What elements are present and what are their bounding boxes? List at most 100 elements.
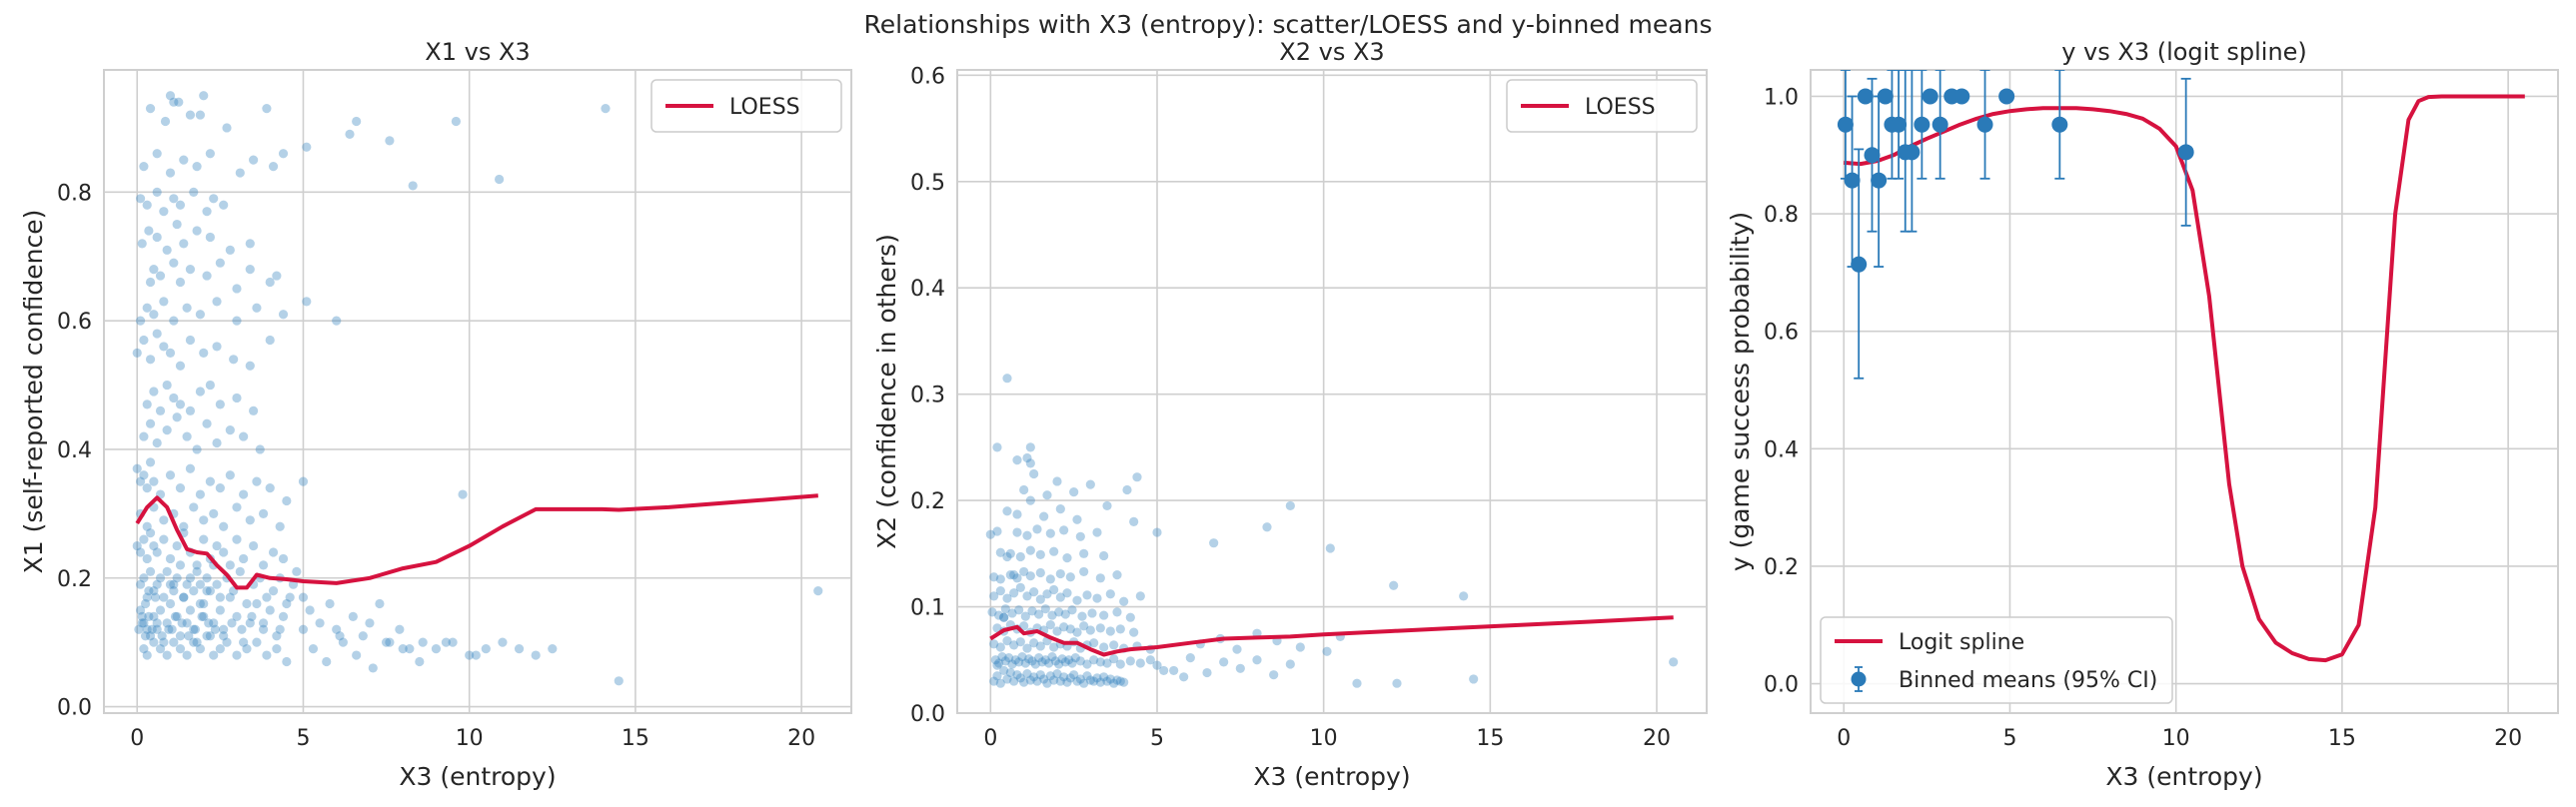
- scatter-point: [1085, 625, 1095, 635]
- scatter-point: [140, 631, 151, 641]
- scatter-point: [282, 495, 292, 506]
- scatter-point: [1015, 551, 1025, 562]
- legend-box: [1820, 616, 2173, 704]
- scatter-point: [265, 483, 275, 493]
- binned-mean-point: [2177, 144, 2194, 161]
- scatter-point: [1079, 621, 1089, 631]
- scatter-point: [1060, 609, 1070, 619]
- scatter-point: [1102, 500, 1112, 511]
- scatter-point: [1072, 514, 1082, 524]
- scatter-point: [1004, 653, 1014, 663]
- scatter-point: [1075, 656, 1085, 666]
- loess-line: [135, 493, 818, 590]
- scatter-point: [1099, 550, 1109, 561]
- binned-mean-point: [1837, 116, 1854, 133]
- scatter-point: [134, 624, 144, 634]
- scatter-point: [252, 598, 262, 609]
- y-tick-label: 0.2: [1764, 555, 1799, 580]
- scatter-point: [1025, 675, 1035, 685]
- scatter-point: [169, 586, 179, 596]
- scatter-point: [352, 650, 362, 660]
- scatter-point: [219, 200, 229, 210]
- scatter-point: [149, 637, 159, 647]
- scatter-point: [431, 644, 442, 654]
- scatter-point: [137, 611, 147, 622]
- scatter-point: [235, 566, 245, 576]
- scatter-point: [159, 515, 169, 525]
- scatter-point: [225, 425, 235, 435]
- scatter-point: [995, 585, 1005, 596]
- scatter-point: [1089, 655, 1099, 665]
- scatter-point: [1067, 605, 1077, 615]
- scatter-point: [1109, 678, 1119, 688]
- scatter-point: [1047, 651, 1057, 662]
- scatter-point: [395, 624, 405, 634]
- scatter-point: [332, 624, 342, 634]
- scatter-point: [252, 476, 262, 486]
- scatter-point: [258, 508, 269, 518]
- scatter-point: [1007, 659, 1017, 669]
- scatter-point: [1079, 548, 1089, 558]
- scatter-point: [150, 592, 161, 602]
- binned-mean-point: [1976, 116, 1993, 133]
- scatter-point: [1322, 646, 1332, 656]
- scatter-point: [132, 348, 142, 358]
- scatter-point: [185, 463, 196, 473]
- legend-box: [1506, 79, 1698, 133]
- scatter-point: [1102, 676, 1112, 686]
- scatter-point: [212, 540, 222, 551]
- scatter-point: [1095, 677, 1105, 687]
- scatter-point: [1027, 606, 1037, 616]
- scatter-point: [1025, 495, 1035, 505]
- scatter-point: [315, 618, 325, 628]
- scatter-point: [1022, 591, 1032, 601]
- scatter-point: [1052, 476, 1062, 486]
- scatter-point: [1089, 676, 1099, 686]
- scatter-point: [1092, 593, 1102, 603]
- scatter-point: [232, 284, 242, 294]
- scatter-point: [175, 200, 186, 210]
- scatter-point: [1049, 642, 1059, 652]
- scatter-point: [149, 265, 159, 275]
- y-tick-label: 0.5: [910, 171, 945, 196]
- scatter-point: [471, 650, 481, 660]
- plot-area: [132, 91, 823, 686]
- scatter-point: [1022, 452, 1032, 463]
- scatter-point: [155, 573, 166, 583]
- scatter-point: [1015, 582, 1025, 592]
- scatter-point: [999, 612, 1009, 622]
- scatter-point: [189, 586, 199, 596]
- scatter-point: [232, 393, 242, 404]
- scatter-point: [182, 650, 192, 660]
- scatter-point: [175, 644, 186, 654]
- scatter-point: [1009, 588, 1019, 598]
- scatter-point: [1007, 608, 1017, 618]
- scatter-point: [1202, 667, 1212, 678]
- scatter-point: [245, 265, 255, 275]
- x-tick-label: 0: [130, 726, 144, 751]
- scatter-point: [227, 618, 237, 628]
- scatter-point: [195, 644, 206, 654]
- scatter-point: [1035, 641, 1045, 651]
- scatter-point: [1152, 660, 1162, 670]
- scatter-point: [298, 592, 309, 602]
- scatter-point: [132, 463, 142, 473]
- scatter-point: [1045, 528, 1055, 538]
- scatter-point: [265, 605, 275, 615]
- scatter-point: [1115, 624, 1125, 634]
- scatter-point: [1075, 674, 1085, 684]
- scatter-point: [298, 624, 309, 634]
- scatter-point: [1012, 455, 1022, 465]
- scatter-point: [548, 644, 558, 654]
- scatter-point: [1015, 637, 1025, 647]
- scatter-point: [275, 624, 285, 634]
- scatter-point: [385, 637, 395, 647]
- scatter-point: [992, 671, 1002, 681]
- scatter-point: [268, 586, 279, 596]
- scatter-point: [232, 650, 242, 660]
- scatter-point: [1269, 670, 1279, 680]
- scatter-point: [1082, 659, 1092, 669]
- scatter-point: [458, 489, 468, 499]
- scatter-point: [1002, 674, 1012, 684]
- scatter-point: [258, 560, 269, 570]
